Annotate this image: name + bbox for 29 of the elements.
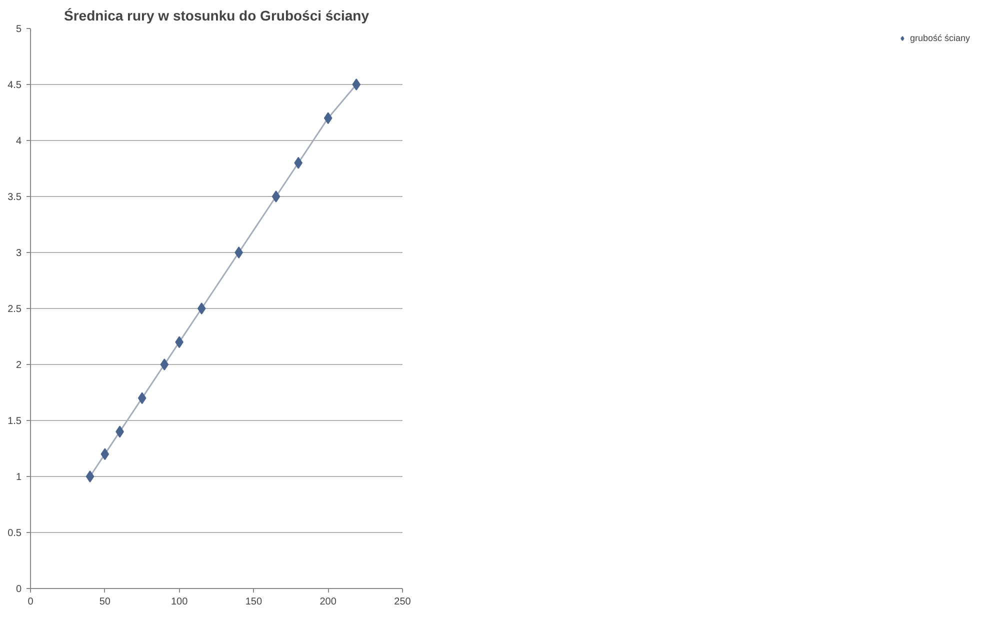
point bbox=[197, 302, 206, 314]
point bbox=[234, 246, 243, 258]
chart-title: Średnica rury w stosunku do Grubości ściany bbox=[64, 8, 370, 24]
x-tick-label: 0 bbox=[28, 596, 34, 608]
y-tick-label: 3.5 bbox=[8, 192, 22, 203]
point bbox=[160, 358, 169, 370]
y-tick-label: 4 bbox=[16, 136, 22, 147]
y-tick-label: 0 bbox=[16, 584, 22, 595]
x-tick-label: 50 bbox=[99, 596, 111, 608]
y-tick-label: 3 bbox=[16, 248, 22, 259]
point bbox=[100, 448, 110, 460]
y-tick-label: 0.5 bbox=[8, 528, 22, 539]
point bbox=[86, 470, 94, 482]
y-tick-label: 5 bbox=[16, 24, 22, 35]
x-tick-label: 200 bbox=[320, 596, 337, 608]
y-tick-label: 4.5 bbox=[8, 80, 22, 91]
x-tick-label: 250 bbox=[394, 596, 412, 608]
x-tick-label: 150 bbox=[245, 596, 262, 608]
point bbox=[294, 156, 303, 169]
x-tick-label: 100 bbox=[170, 596, 188, 608]
y-tick-label: 2 bbox=[16, 360, 22, 371]
y-tick-label: 1.5 bbox=[8, 416, 22, 427]
legend-label: grubość ściany bbox=[910, 33, 970, 43]
point bbox=[138, 392, 146, 404]
point bbox=[352, 78, 361, 90]
point bbox=[272, 190, 280, 202]
y-tick-label: 2.5 bbox=[8, 304, 22, 315]
point bbox=[324, 112, 332, 124]
y-tick-label: 1 bbox=[16, 472, 22, 483]
